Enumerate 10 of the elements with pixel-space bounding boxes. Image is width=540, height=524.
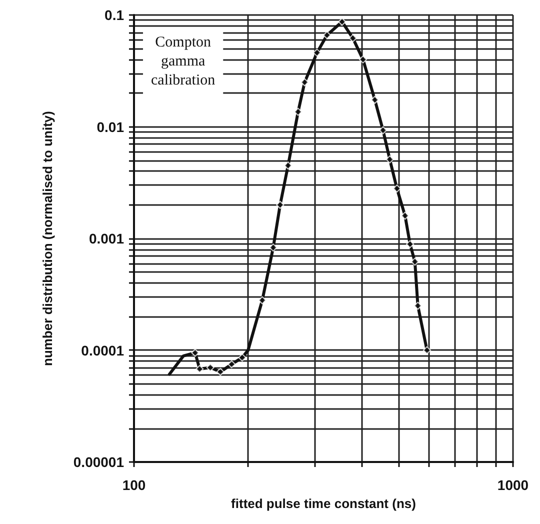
y-tick-label: 0.001 [88,230,124,246]
annotation: Compton gamma calibration [151,34,216,88]
x-tick-label: 100 [122,477,146,493]
y-tick-label: 0.1 [104,7,124,23]
x-tick-label: 1000 [497,477,529,493]
y-axis-title: number distribution (normalised to unity) [40,111,55,366]
x-axis-title: fitted pulse time constant (ns) [231,496,416,511]
y-tick-label: 0.00001 [73,454,124,470]
y-tick-label: 0.0001 [81,342,124,358]
y-tick-label: 0.01 [96,118,124,135]
